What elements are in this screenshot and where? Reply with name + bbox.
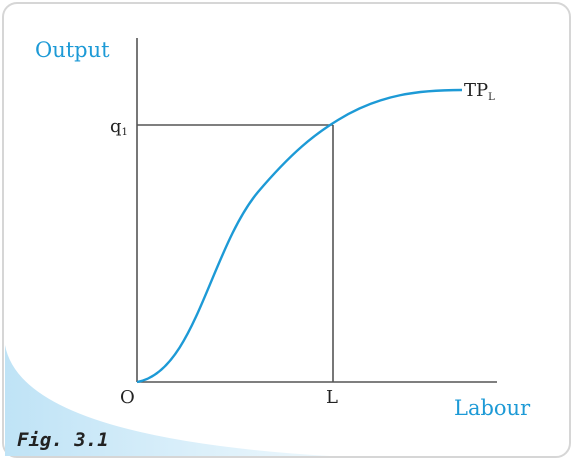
caption: Fig. 3.1 bbox=[17, 429, 109, 451]
curve-label-sub: L bbox=[488, 92, 495, 103]
origin-label: O bbox=[120, 387, 135, 408]
y-axis-label: Output bbox=[35, 38, 110, 62]
q1-sub: 1 bbox=[122, 127, 128, 138]
l-label: L bbox=[326, 387, 338, 408]
tp-curve bbox=[136, 88, 463, 384]
q1-label: q1 bbox=[110, 116, 128, 138]
curve-label-main: TP bbox=[464, 80, 488, 101]
curve-label: TPL bbox=[464, 80, 495, 103]
q1-main: q bbox=[110, 116, 122, 137]
corner-swoosh bbox=[5, 345, 330, 456]
x-axis-label: Labour bbox=[454, 396, 531, 420]
